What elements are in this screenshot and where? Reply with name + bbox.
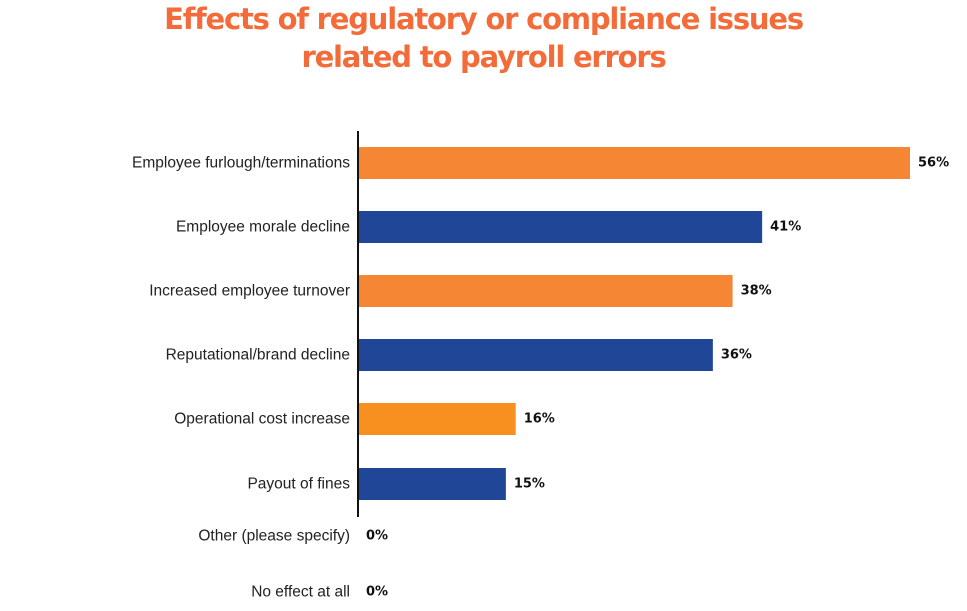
category-label: Operational cost increase: [174, 411, 350, 428]
bar-2: [358, 211, 763, 243]
bars-group: [358, 147, 910, 500]
category-labels-group: Employee furlough/terminations Employee m…: [132, 155, 350, 601]
value-label: 56%: [918, 156, 949, 171]
category-label: Payout of fines: [247, 476, 350, 493]
category-label: Reputational/brand decline: [166, 347, 350, 364]
value-label: 0%: [366, 529, 388, 544]
bar-5: [358, 403, 516, 435]
chart-title-line-2: related to payroll errors: [301, 40, 666, 74]
value-label: 15%: [514, 477, 545, 492]
category-label: Other (please specify): [198, 528, 350, 545]
bar-6: [358, 468, 506, 500]
chart-title-line-1: Effects of regulatory or compliance issu…: [164, 2, 804, 36]
chart-title: Effects of regulatory or compliance issu…: [0, 0, 967, 76]
value-labels-group: 56% 41% 38% 36% 16% 15% 0% 0%: [366, 156, 949, 600]
value-label: 0%: [366, 585, 388, 600]
bar-4: [358, 339, 713, 371]
value-label: 16%: [524, 412, 555, 427]
category-label: No effect at all: [251, 584, 350, 601]
value-label: 38%: [741, 284, 772, 299]
category-label: Employee furlough/terminations: [132, 155, 350, 172]
bar-1: [358, 147, 910, 179]
value-label: 41%: [770, 220, 801, 235]
bar-3: [358, 275, 733, 307]
category-label: Employee morale decline: [176, 219, 350, 236]
value-label: 36%: [721, 348, 752, 363]
category-label: Increased employee turnover: [149, 283, 350, 300]
